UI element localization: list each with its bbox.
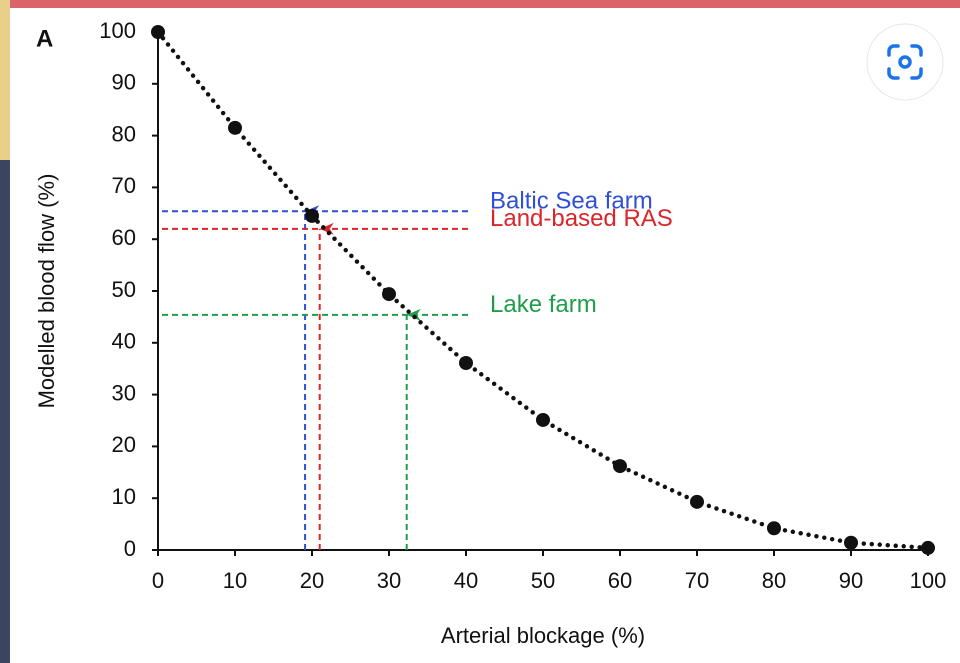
x-tick-label: 50 [531, 568, 555, 593]
y-tick-label: 70 [112, 173, 136, 198]
y-tick-label: 40 [112, 329, 136, 354]
y-tick-label: 100 [99, 18, 136, 43]
data-point [613, 459, 627, 474]
y-tick-label: 80 [112, 121, 136, 146]
x-tick-label: 60 [608, 568, 632, 593]
y-tick-label: 10 [112, 484, 136, 509]
x-tick-label: 70 [685, 568, 709, 593]
y-tick-label: 50 [112, 277, 136, 302]
left-strip-top [0, 0, 10, 160]
data-point [151, 25, 165, 39]
data-point [536, 412, 550, 427]
y-tick-label: 30 [112, 380, 136, 405]
lens-circle[interactable] [866, 23, 944, 101]
x-tick-label: 90 [839, 568, 863, 593]
y-tick-label: 0 [124, 536, 136, 561]
annotation-label: Baltic Sea farm [490, 188, 653, 215]
x-tick-label: 0 [152, 568, 164, 593]
reference-arrow [406, 308, 421, 321]
lens-button[interactable] [866, 23, 944, 101]
top-strip [0, 0, 960, 8]
x-tick-label: 10 [223, 568, 247, 593]
data-point [844, 535, 858, 550]
x-tick-label: 100 [910, 568, 947, 593]
fit-curve [155, 29, 931, 551]
data-point [767, 521, 781, 536]
data-point [690, 494, 704, 509]
data-point [228, 120, 242, 135]
x-tick-label: 40 [454, 568, 478, 593]
lens-dot[interactable] [898, 55, 912, 69]
y-axis-label: Modelled blood flow (%) [34, 174, 59, 409]
panel-label: A [36, 25, 53, 52]
y-tick-label: 20 [112, 432, 136, 457]
x-axis-label: Arterial blockage (%) [441, 623, 645, 648]
y-tick-label: 60 [112, 225, 136, 250]
annotation-label: Land-based RAS [490, 205, 673, 232]
x-tick-label: 20 [300, 568, 324, 593]
x-tick-label: 80 [762, 568, 786, 593]
left-strip [0, 160, 10, 663]
lens-icon[interactable] [887, 44, 923, 80]
data-point [921, 540, 935, 555]
y-tick-label: 90 [112, 70, 136, 95]
data-point [382, 287, 396, 302]
x-tick-label: 30 [377, 568, 401, 593]
data-point [305, 208, 319, 223]
data-point [459, 356, 473, 371]
annotation-label: Lake farm [490, 291, 597, 318]
